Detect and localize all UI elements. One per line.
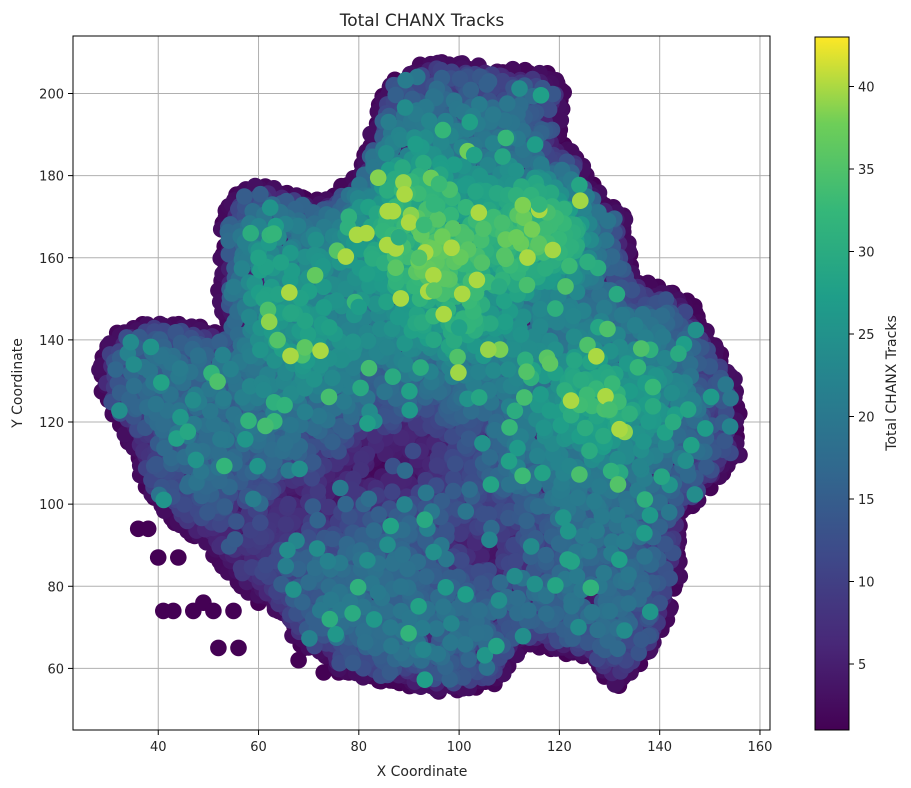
scatter-point: [337, 495, 354, 513]
scatter-point: [277, 516, 295, 533]
scatter-point: [210, 639, 227, 657]
scatter-point: [453, 552, 470, 569]
chart-title: Total CHANX Tracks: [339, 11, 505, 31]
scatter-point: [537, 546, 555, 564]
scatter-point: [679, 467, 697, 484]
scatter-point: [324, 530, 341, 548]
scatter-point: [478, 76, 496, 93]
scatter-points: [91, 54, 748, 700]
scatter-point: [698, 458, 715, 476]
scatter-point: [216, 498, 234, 515]
scatter-point: [446, 455, 464, 473]
scatter-point: [337, 422, 355, 440]
scatter-point: [462, 81, 480, 99]
scatter-point: [529, 498, 547, 515]
scatter-point: [149, 549, 167, 566]
scatter-point: [155, 416, 172, 433]
scatter-point: [205, 602, 222, 620]
scatter-point: [280, 495, 297, 513]
scatter-point: [635, 581, 652, 599]
scatter-point: [507, 552, 524, 570]
scatter-point: [428, 457, 446, 474]
scatter-point: [473, 575, 490, 592]
scatter-point: [226, 531, 244, 548]
scatter-point: [228, 513, 245, 530]
plot-area: 40 60 80 100 120 140 160 608010012014016018020…: [39, 35, 772, 755]
scatter-point: [518, 512, 535, 530]
scatter-point: [324, 433, 341, 451]
scatter-point: [225, 602, 242, 620]
scatter-point: [230, 639, 247, 657]
scatter-point: [633, 631, 650, 649]
scatter-point: [315, 664, 333, 681]
scatter-point: [417, 568, 435, 585]
scatter-point: [300, 574, 317, 591]
scatter-point: [139, 520, 157, 538]
scatter-point: [538, 605, 555, 622]
scatter-point: [344, 654, 362, 672]
scatter-point: [492, 574, 509, 591]
scatter-point: [251, 514, 269, 531]
scatter-point: [365, 522, 383, 539]
scatter-point: [360, 490, 378, 508]
scatter-point: [236, 188, 253, 205]
scatter-point: [404, 442, 422, 460]
scatter-point: [383, 483, 401, 501]
scatter-point: [257, 556, 275, 574]
scatter-point: [461, 481, 478, 498]
scatter-point: [107, 361, 124, 378]
scatter-point: [309, 511, 327, 529]
scatter-point: [147, 455, 165, 473]
scatter-point: [165, 602, 182, 620]
scatter-point: [396, 462, 414, 479]
scatter-point: [460, 651, 478, 668]
scatter-point: [199, 504, 216, 521]
scatter-point: [370, 506, 388, 523]
scatter-point: [170, 549, 187, 566]
scatter-point: [481, 449, 499, 466]
